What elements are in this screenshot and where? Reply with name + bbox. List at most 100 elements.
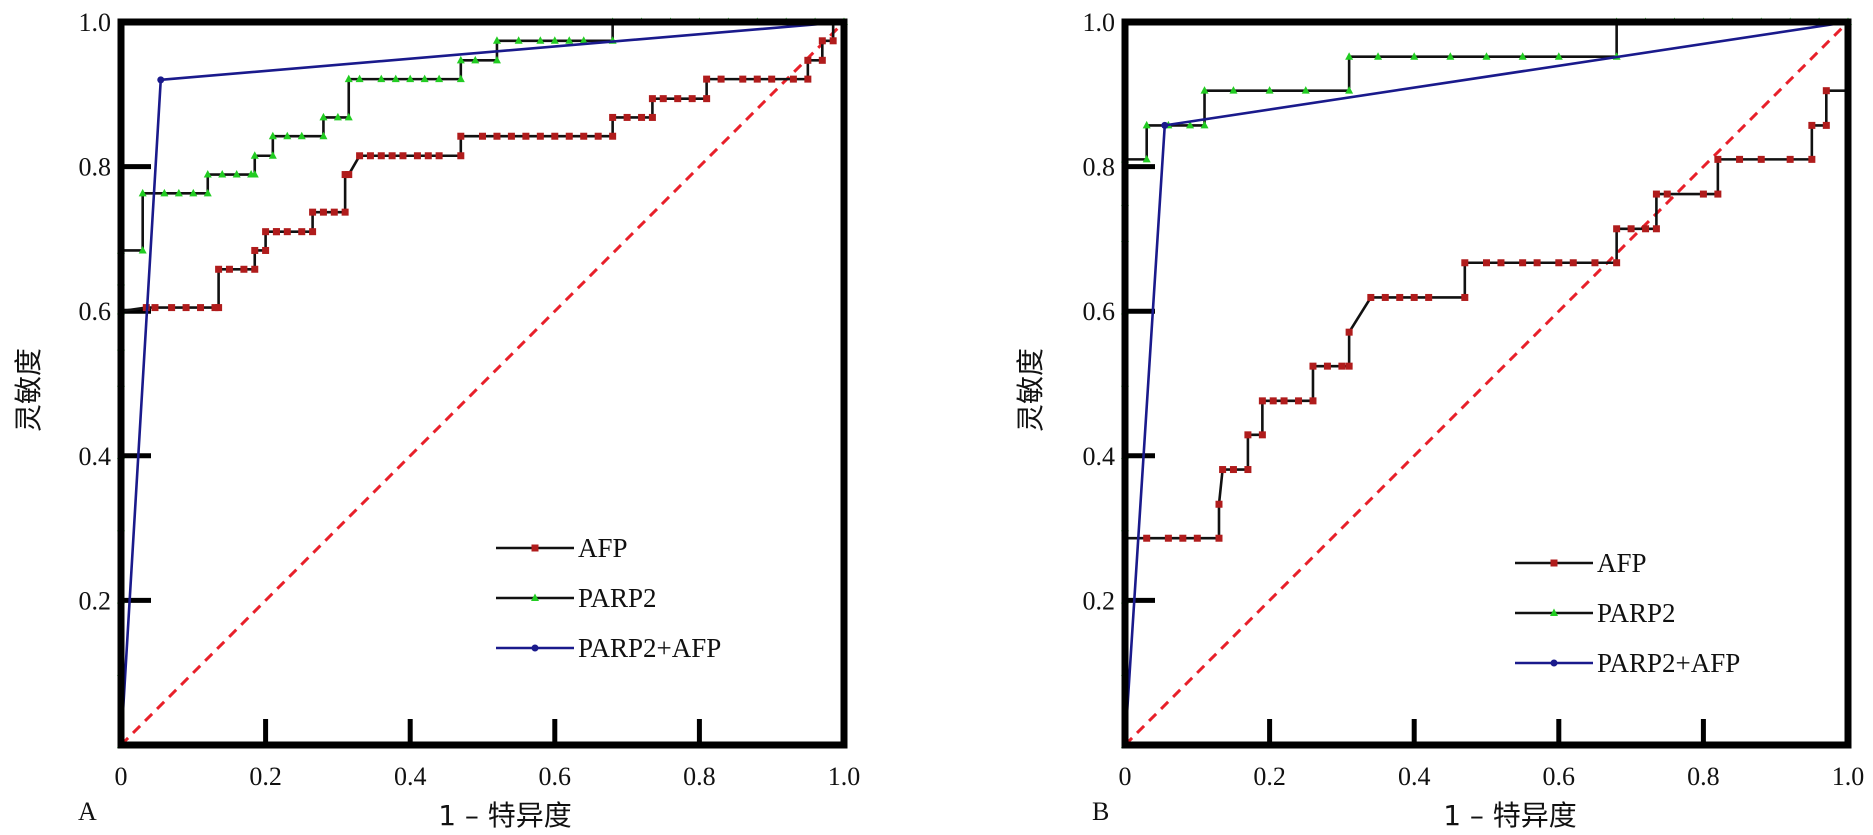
data-point-afp-a-54	[688, 95, 696, 103]
data-point-parp2-a-27	[319, 112, 328, 121]
data-point-parp2-a-25	[297, 131, 306, 140]
data-point-afp-b-17	[1309, 397, 1317, 405]
data-point-parp2-a-14	[189, 188, 198, 197]
data-point-afp-a-32	[413, 152, 421, 160]
data-point-afp-b-35	[1569, 259, 1577, 267]
data-point-afp-a-5	[182, 304, 190, 312]
data-point-afp-b-16	[1295, 397, 1303, 405]
data-point-afp-a-62	[804, 75, 812, 83]
data-point-afp-b-44	[1699, 190, 1707, 198]
data-point-afp-a-53	[674, 95, 682, 103]
data-point-parp2-a-41	[492, 36, 501, 44]
data-point-parp2-b-21	[1374, 52, 1383, 60]
data-point-afp-b-4	[1179, 534, 1187, 542]
data-point-afp-a-39	[507, 132, 515, 140]
x-tick-label-b-2: 0.4	[1398, 762, 1431, 791]
data-point-parp2-afp-a-1	[157, 76, 165, 84]
data-point-afp-a-12	[251, 265, 259, 273]
data-point-parp2-b-23	[1446, 52, 1455, 60]
data-point-afp-b-2	[1143, 534, 1151, 542]
data-point-parp2-a-38	[456, 55, 465, 64]
data-point-afp-a-8	[215, 304, 223, 312]
y-tick-label-a-4: 1.0	[79, 8, 112, 37]
data-point-afp-b-6	[1215, 534, 1223, 542]
data-point-afp-b-37	[1613, 259, 1621, 267]
data-point-afp-a-9	[215, 265, 223, 273]
data-point-afp-b-38	[1613, 225, 1621, 233]
data-point-afp-a-17	[272, 228, 280, 236]
legend-label-afp-b: AFP	[1597, 548, 1647, 578]
data-point-parp2-b-13	[1186, 120, 1195, 129]
data-point-afp-b-25	[1396, 293, 1404, 301]
legend-a: AFP PARP2 PARP2+AFP	[496, 533, 721, 663]
data-point-afp-a-19	[298, 228, 306, 236]
data-point-afp-a-40	[522, 132, 530, 140]
data-point-parp2-a-39	[471, 55, 480, 64]
data-point-afp-a-36	[457, 132, 465, 140]
data-point-parp2-a-35	[420, 74, 429, 83]
x-tick-label-a-3: 0.6	[539, 762, 572, 791]
data-point-afp-a-42	[551, 132, 559, 140]
data-point-afp-a-14	[262, 246, 270, 254]
data-point-parp2-a-34	[406, 74, 415, 83]
data-point-afp-b-46	[1714, 155, 1722, 163]
data-point-afp-b-9	[1229, 466, 1237, 474]
legend-marker-parp2-a	[531, 593, 539, 601]
legend-label-afp-a: AFP	[578, 533, 628, 563]
data-point-parp2-a-30	[344, 74, 353, 83]
data-point-parp2-b-22	[1410, 52, 1419, 60]
panel-letter-b: B	[1092, 797, 1109, 826]
data-point-afp-a-47	[609, 113, 617, 121]
data-point-afp-a-6	[197, 304, 205, 312]
data-point-parp2-a-36	[435, 74, 444, 83]
data-point-afp-a-43	[565, 132, 573, 140]
data-point-afp-b-39	[1627, 225, 1635, 233]
data-point-afp-a-56	[703, 75, 711, 83]
data-point-afp-a-49	[638, 113, 646, 121]
data-point-afp-b-21	[1345, 362, 1353, 370]
x-tick-label-a-4: 0.8	[683, 762, 716, 791]
data-point-afp-b-31	[1497, 259, 1505, 267]
data-point-afp-a-46	[609, 132, 617, 140]
x-tick-label-b-4: 0.8	[1687, 762, 1720, 791]
data-point-afp-a-21	[309, 208, 317, 216]
data-point-afp-a-13	[251, 246, 259, 254]
data-point-afp-a-10	[225, 265, 233, 273]
data-point-parp2-a-18	[232, 170, 241, 178]
data-point-afp-b-48	[1757, 155, 1765, 163]
data-point-afp-a-65	[818, 37, 826, 45]
data-point-parp2-a-17	[218, 170, 227, 178]
data-point-parp2-a-33	[391, 74, 400, 83]
data-point-afp-b-11	[1244, 431, 1252, 439]
data-point-afp-a-55	[703, 95, 711, 103]
y-tick-label-b-3: 0.8	[1083, 153, 1116, 182]
data-point-afp-a-58	[739, 75, 747, 83]
data-point-parp2-b-18	[1301, 86, 1310, 94]
data-point-parp2-a-12	[160, 188, 169, 197]
legend-b: AFP PARP2 PARP2+AFP	[1515, 548, 1740, 678]
x-tick-label-a-2: 0.4	[394, 762, 427, 791]
data-point-afp-a-51	[648, 95, 656, 103]
y-tick-label-b-1: 0.4	[1083, 442, 1116, 471]
data-point-afp-b-24	[1381, 293, 1389, 301]
x-tick-label-a-1: 0.2	[249, 762, 282, 791]
data-point-parp2-afp-b-1	[1161, 121, 1169, 129]
data-point-afp-b-53	[1822, 87, 1830, 95]
data-point-afp-a-38	[493, 132, 501, 140]
data-point-afp-a-31	[399, 152, 407, 160]
data-point-afp-a-61	[789, 75, 797, 83]
data-point-afp-a-34	[435, 152, 443, 160]
data-point-afp-a-3	[151, 304, 159, 312]
data-point-parp2-a-24	[283, 131, 292, 140]
data-point-afp-a-30	[388, 152, 396, 160]
data-point-parp2-b-15	[1200, 86, 1209, 94]
data-point-parp2-a-10	[138, 245, 147, 254]
data-point-parp2-a-32	[377, 74, 386, 83]
data-point-afp-a-28	[366, 152, 374, 160]
data-point-afp-b-26	[1410, 293, 1418, 301]
data-point-afp-a-15	[262, 228, 270, 236]
data-point-afp-b-12	[1258, 431, 1266, 439]
data-point-afp-b-19	[1323, 362, 1331, 370]
data-point-afp-a-45	[594, 132, 602, 140]
data-point-parp2-b-14	[1200, 120, 1209, 129]
